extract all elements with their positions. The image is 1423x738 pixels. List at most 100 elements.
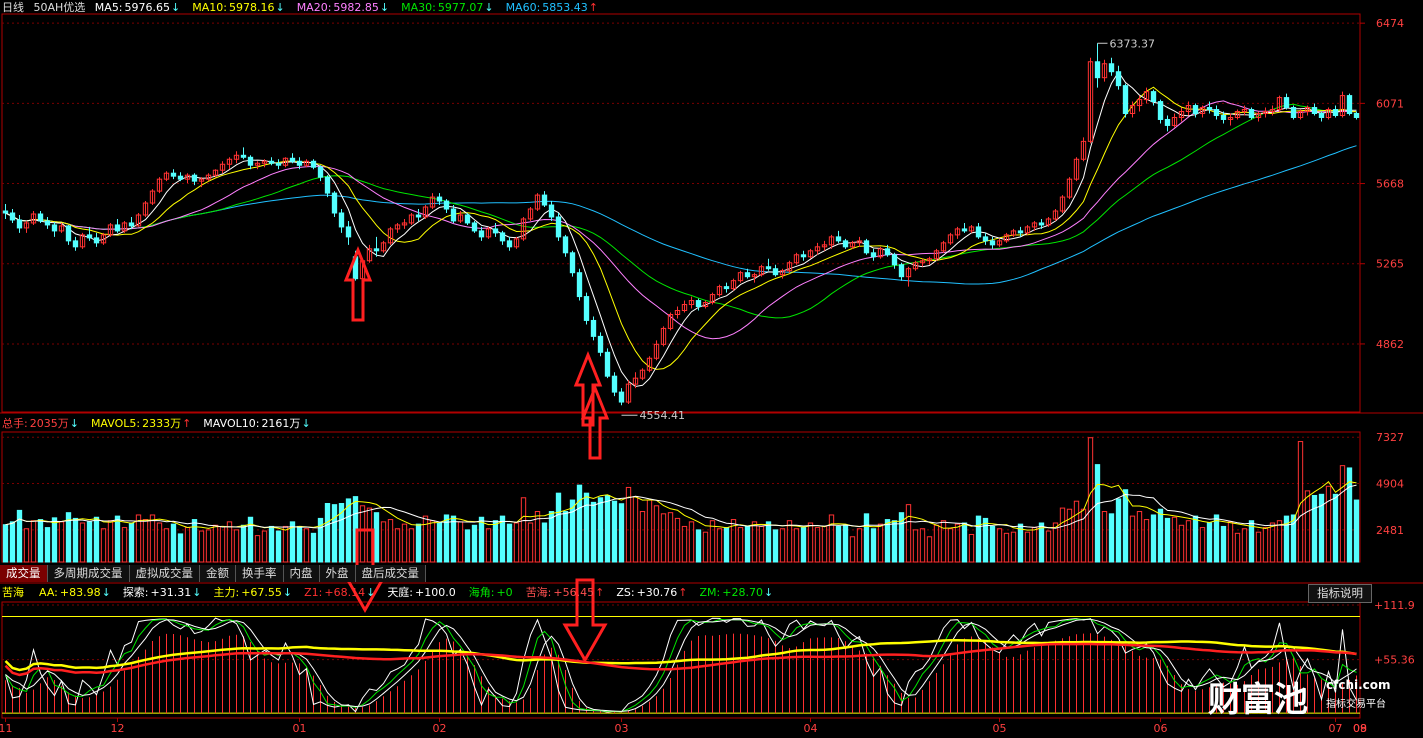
volume-tick-label: 4904 <box>1376 478 1404 491</box>
candle-body <box>786 262 793 272</box>
trend-arrow-icon: ↓ <box>301 417 311 430</box>
candle-body <box>1297 111 1304 118</box>
candle-body <box>639 369 646 379</box>
candle-body <box>1087 61 1094 142</box>
candle-body <box>37 213 44 222</box>
header-label: MA5: <box>94 1 123 14</box>
candle-body <box>1045 218 1052 226</box>
volume-bar <box>604 494 611 563</box>
candle-body <box>1052 210 1059 220</box>
time-tick-label: 11 <box>0 722 13 735</box>
volume-bar <box>275 530 282 563</box>
volume-bar <box>1108 513 1115 563</box>
header-label: MA10: <box>192 1 227 14</box>
candle-body <box>331 192 338 214</box>
header-item-0: 总手: 2035万↓ <box>2 417 85 430</box>
header-value: +31.31 <box>150 586 192 599</box>
volume-bar <box>1206 522 1213 563</box>
header-label: MA60: <box>505 1 541 14</box>
header-item-0: 苦海 <box>2 586 33 599</box>
candle-body <box>1031 222 1038 228</box>
volume-bar <box>86 521 93 563</box>
volume-bar <box>1017 523 1024 563</box>
volume-bar <box>44 527 51 563</box>
candle-body <box>779 270 786 276</box>
candle-body <box>2 210 9 214</box>
candle-body <box>79 234 86 248</box>
volume-bar <box>261 530 268 563</box>
tab-2[interactable]: 虚拟成交量 <box>129 565 200 582</box>
header-value: +0 <box>496 586 513 599</box>
tab-3[interactable]: 金额 <box>200 565 236 582</box>
price-tick-label: 5265 <box>1376 258 1404 271</box>
indicator-help-button[interactable]: 指标说明 <box>1308 584 1372 603</box>
volume-bar <box>723 527 730 563</box>
candle-body <box>562 236 569 254</box>
candle-body <box>1136 99 1143 107</box>
volume-bar <box>114 515 121 563</box>
volume-bar <box>786 520 793 563</box>
candle-body <box>324 176 331 194</box>
candle-body <box>807 250 814 258</box>
volume-bar <box>492 520 499 563</box>
header-item-4: MA60: 5853.43↑ <box>506 1 604 14</box>
volume-bar <box>1045 530 1052 563</box>
header-value: 2035万 <box>29 417 69 430</box>
period-label: 日线 <box>2 1 24 14</box>
candle-body <box>653 343 660 359</box>
tab-0[interactable]: 成交量 <box>0 565 48 582</box>
volume-bar <box>520 497 527 563</box>
volume-tick-label: 2481 <box>1376 524 1404 537</box>
volume-bar <box>1150 514 1157 563</box>
volume-bar <box>1227 521 1234 563</box>
candle-body <box>30 213 37 224</box>
header-label: AA: <box>39 586 58 599</box>
volume-bar <box>1164 517 1171 563</box>
candle-body <box>1220 114 1227 120</box>
candle-body <box>590 319 597 337</box>
volume-bar <box>555 492 562 563</box>
candle-body <box>1080 140 1087 160</box>
tab-6[interactable]: 外盘 <box>319 565 356 582</box>
header-item-9: ZM: +28.70↓ <box>700 586 780 599</box>
candle-body <box>1269 109 1276 113</box>
tab-1[interactable]: 多周期成交量 <box>47 565 130 582</box>
volume-bar <box>653 505 660 563</box>
volume-bar <box>16 509 23 563</box>
volume-bar <box>387 519 394 563</box>
header-label: 探索: <box>122 586 149 599</box>
candle-body <box>849 242 856 248</box>
candle-body <box>170 172 177 177</box>
indicator-tick-label: +111.9 <box>1374 599 1415 612</box>
candle-body <box>982 236 989 242</box>
candle-body <box>716 286 723 296</box>
candle-body <box>1276 97 1283 111</box>
volume-bar <box>324 503 331 563</box>
candle-body <box>800 254 807 258</box>
tab-7[interactable]: 盘后成交量 <box>355 565 426 582</box>
candle-body <box>205 174 212 180</box>
tab-4[interactable]: 换手率 <box>236 565 284 582</box>
header-label: ZM: <box>699 586 721 599</box>
volume-bar <box>821 525 828 563</box>
candle-body <box>856 240 863 244</box>
volume-bar <box>212 524 219 563</box>
volume-bar <box>128 522 135 563</box>
volume-bar <box>338 503 345 563</box>
price-tick-label: 6474 <box>1376 17 1404 30</box>
candle-body <box>212 169 219 176</box>
header-value: 5977.07 <box>437 1 484 14</box>
candle-body <box>723 286 730 290</box>
volume-bar <box>940 520 947 563</box>
header-label: MA30: <box>401 1 436 14</box>
candle-body <box>905 268 912 278</box>
candle-body <box>1227 116 1234 120</box>
candle-body <box>1290 107 1297 118</box>
candle-body <box>86 234 93 239</box>
tab-5[interactable]: 内盘 <box>283 565 320 582</box>
volume-bar <box>1087 437 1094 563</box>
candle-body <box>198 178 205 182</box>
volume-bar <box>1052 522 1059 563</box>
z1-line <box>4 642 1357 677</box>
